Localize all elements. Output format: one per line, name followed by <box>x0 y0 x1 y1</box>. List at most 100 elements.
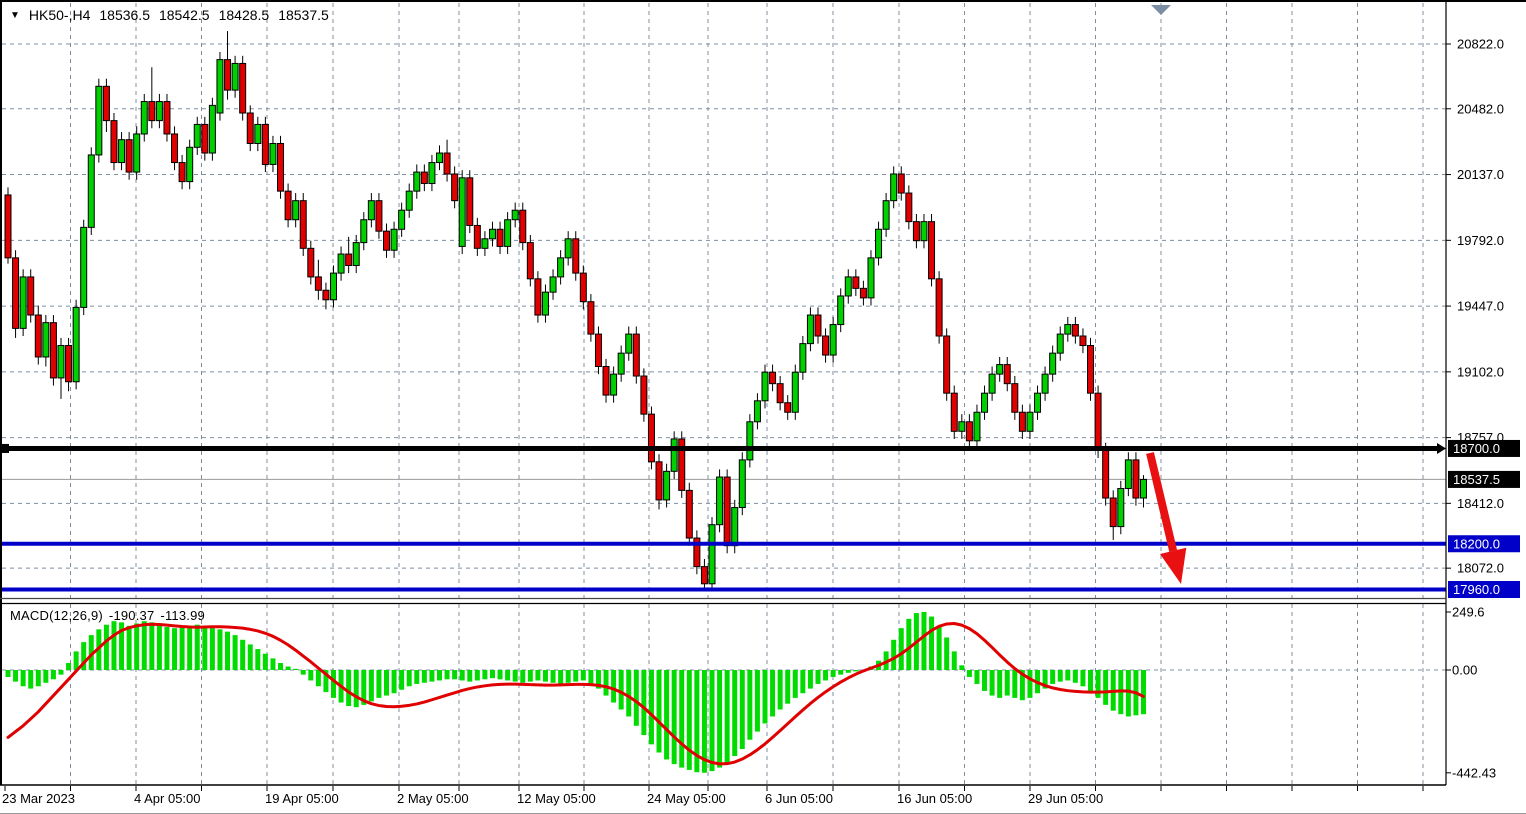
candle <box>1056 326 1064 361</box>
candle <box>148 67 156 129</box>
candle <box>413 164 421 199</box>
candle <box>360 212 368 251</box>
candle <box>118 132 126 171</box>
axis-macd-label: 0.00 <box>1452 663 1477 678</box>
candle <box>844 269 852 304</box>
candle <box>140 93 148 142</box>
trend-arrow-annotation[interactable] <box>1146 452 1187 584</box>
grid <box>2 3 1446 785</box>
candle <box>435 145 443 171</box>
candle <box>420 164 428 192</box>
candle <box>890 166 898 209</box>
candle <box>19 269 27 336</box>
candle <box>640 368 648 422</box>
date-axis: 23 Mar 2023 4 Apr 05:00 19 Apr 05:00 2 May … <box>2 786 1424 806</box>
candle <box>367 193 375 228</box>
date-label: 12 May 05:00 <box>517 791 596 806</box>
candle <box>201 116 209 161</box>
candle <box>708 517 716 592</box>
candle <box>65 337 73 392</box>
date-label: 24 May 05:00 <box>647 791 726 806</box>
candle <box>587 294 595 342</box>
candle <box>882 193 890 237</box>
candle <box>330 265 338 308</box>
candle <box>322 282 330 310</box>
candle <box>352 234 360 274</box>
candle <box>239 55 247 121</box>
chart-shift-marker-icon[interactable] <box>1151 5 1171 15</box>
candle <box>345 236 353 274</box>
symbol-dropdown-icon: ▼ <box>10 10 20 21</box>
candle <box>852 269 860 296</box>
candle <box>981 385 989 420</box>
candle <box>1087 337 1095 401</box>
candle <box>647 406 655 470</box>
candle <box>42 315 50 367</box>
candle <box>814 307 822 344</box>
candle <box>1041 366 1049 401</box>
price-axis: 20822.0 20482.0 20137.0 19792.0 19447.0 19102… <box>1446 37 1504 780</box>
candle <box>1049 345 1057 382</box>
date-label: 29 Jun 05:00 <box>1028 791 1103 806</box>
candle <box>769 364 777 392</box>
panel-borders <box>0 0 1526 786</box>
macd-name: MACD(12,26,9) <box>10 608 103 623</box>
ohlc-close: 18537.5 <box>278 7 329 23</box>
candle <box>776 376 784 411</box>
candle <box>87 147 95 235</box>
candle <box>526 234 534 287</box>
candle <box>541 284 549 323</box>
candle <box>27 269 35 323</box>
ohlc-open: 18536.5 <box>99 7 150 23</box>
candle <box>572 231 580 281</box>
candle <box>1064 316 1072 342</box>
candle <box>519 202 527 251</box>
axis-price-label: 18412.0 <box>1457 496 1504 511</box>
candle <box>216 52 224 121</box>
candle <box>632 326 640 384</box>
candle <box>1026 404 1034 439</box>
candle <box>897 166 905 201</box>
candle <box>822 328 830 363</box>
candle <box>678 431 686 499</box>
macd-signal-line <box>6 622 1145 766</box>
candle <box>155 93 163 129</box>
candle <box>95 78 103 163</box>
axis-price-label: 18072.0 <box>1457 561 1504 576</box>
candle <box>549 269 557 300</box>
candle <box>125 132 133 180</box>
macd-main-value: -190.37 <box>108 608 155 623</box>
candle <box>1034 385 1042 420</box>
axis-price-label: 19792.0 <box>1457 233 1504 248</box>
candle <box>72 299 80 390</box>
candle <box>246 105 254 152</box>
candle <box>837 288 845 333</box>
candle <box>1109 490 1117 540</box>
price-tag-18700.0: 18700.0 <box>1448 439 1520 457</box>
candle <box>405 183 413 218</box>
macd-signal-value: -113.99 <box>160 608 205 623</box>
candle <box>458 170 466 255</box>
candle <box>610 366 618 403</box>
macd-histogram <box>5 611 1146 773</box>
candle <box>685 482 693 546</box>
svg-text:18537.5: 18537.5 <box>1453 472 1500 487</box>
candle <box>488 221 496 247</box>
candle <box>973 404 981 449</box>
axis-macd-label: -442.43 <box>1452 765 1496 780</box>
candle <box>996 356 1004 382</box>
candlesticks <box>4 31 1147 592</box>
candle <box>950 385 958 439</box>
candle <box>655 454 663 510</box>
candle <box>428 154 436 192</box>
horizontal-level-line-18700.0[interactable] <box>0 442 1446 454</box>
candle <box>292 193 300 228</box>
candle <box>473 217 481 256</box>
candle <box>178 154 186 190</box>
candle <box>784 395 792 420</box>
candle <box>375 193 383 239</box>
candle <box>261 116 269 173</box>
candle <box>337 246 345 281</box>
